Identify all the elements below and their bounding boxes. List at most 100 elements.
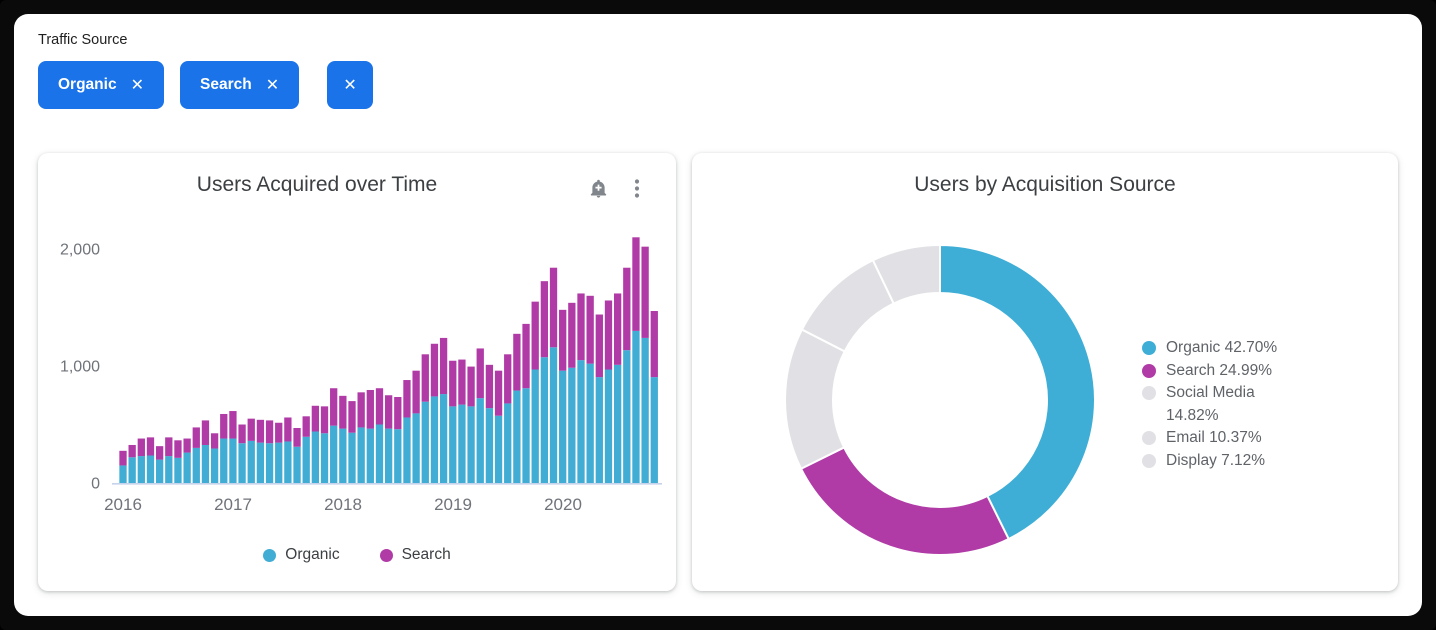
bar-organic-segment: [357, 427, 365, 484]
bar-search-segment: [229, 411, 237, 439]
bar-search-segment: [238, 424, 246, 444]
bar-organic-segment: [632, 330, 640, 483]
bar-search-segment: [586, 295, 594, 364]
donut-slice-search: [799, 446, 1010, 557]
bar-organic-segment: [467, 406, 475, 484]
donut-slice-display: [871, 243, 941, 305]
bar-search-segment: [559, 309, 567, 371]
bar-search-segment: [192, 427, 200, 448]
bar-search-segment: [394, 397, 402, 430]
bar-search-segment: [183, 438, 191, 453]
legend-item: Search 24.99%: [1142, 360, 1291, 383]
bar-search-segment: [504, 354, 512, 404]
remove-chip-icon[interactable]: ✕: [265, 77, 280, 94]
more-options-kebab-icon[interactable]: [626, 177, 648, 199]
bar-organic-segment: [320, 433, 329, 483]
bar-organic-segment: [128, 457, 136, 483]
bar-organic-segment: [549, 347, 558, 483]
bar-search-segment: [467, 366, 475, 407]
bar-search-segment: [348, 401, 356, 433]
remove-chip-icon[interactable]: ✕: [130, 77, 144, 94]
bar-organic-segment: [155, 459, 164, 483]
donut-chart-legend: Organic 42.70% Search 24.99% Social Media …: [1142, 337, 1291, 472]
bar-search-segment: [449, 360, 457, 407]
legend-dot: [1142, 363, 1156, 378]
bar-organic-segment: [522, 388, 530, 483]
bar-organic-segment: [577, 360, 585, 483]
bar-organic-segment: [394, 429, 402, 483]
bar-organic-segment: [220, 438, 228, 483]
bar-chart-legend: Organic Search: [38, 546, 676, 564]
legend-dot: [379, 548, 393, 562]
bar-organic-segment: [119, 465, 127, 483]
legend-item: Social Media 14.82%: [1142, 382, 1291, 427]
bar-organic-segment: [568, 367, 576, 483]
bar-search-segment: [412, 370, 420, 414]
x-axis-tick: 2019: [434, 495, 472, 514]
bar-search-segment: [403, 380, 411, 418]
add-alert-bell-icon[interactable]: [587, 177, 609, 199]
bar-search-segment: [623, 267, 631, 351]
bar-search-segment: [641, 246, 649, 338]
bar-search-segment: [275, 422, 283, 443]
bar-organic-segment: [476, 398, 484, 484]
legend-dot: [1142, 431, 1156, 445]
x-axis-tick: 2017: [214, 495, 252, 514]
bar-organic-segment: [412, 413, 420, 483]
bar-search-segment: [595, 314, 603, 378]
bar-search-segment: [174, 440, 182, 458]
bar-organic-segment: [513, 390, 521, 483]
bar-search-segment: [210, 433, 219, 449]
bar-search-segment: [128, 444, 136, 458]
bar-search-segment: [137, 438, 145, 457]
bar-organic-segment: [494, 415, 503, 484]
bar-organic-segment: [595, 377, 603, 484]
bar-search-segment: [302, 416, 310, 437]
bar-search-segment: [119, 450, 127, 466]
filter-chip-organic[interactable]: Organic ✕: [38, 61, 164, 109]
bar-organic-segment: [192, 447, 200, 483]
bar-organic-segment: [302, 436, 310, 483]
donut-slice-organic: [939, 243, 1097, 541]
bar-search-segment: [265, 420, 274, 444]
donut-chart-card: Users by Acquisition Source Organic 42.7…: [692, 153, 1398, 591]
bar-organic-segment: [183, 452, 191, 483]
clear-filter-chip[interactable]: ✕: [327, 61, 374, 109]
legend-dot: [263, 548, 277, 562]
legend-dot: [1142, 341, 1156, 355]
bar-organic-segment: [247, 440, 255, 483]
filter-chip-row: Organic ✕ Search ✕ ✕: [38, 61, 389, 109]
legend-item: Organic 42.70%: [1142, 337, 1291, 360]
bar-search-segment: [366, 389, 374, 429]
bar-search-segment: [531, 301, 539, 370]
filter-label: Traffic Source: [38, 32, 128, 48]
bar-search-segment: [293, 428, 301, 447]
legend-label: Search: [401, 546, 451, 563]
bar-organic-segment: [330, 425, 338, 483]
filter-chip-search[interactable]: Search ✕: [179, 61, 300, 109]
bar-search-segment: [439, 337, 448, 395]
bar-search-segment: [201, 420, 210, 445]
bar-organic-segment: [458, 404, 466, 483]
bar-organic-segment: [284, 441, 292, 483]
legend-item: Search: [379, 546, 451, 564]
clear-filter-icon: ✕: [343, 77, 357, 94]
bar-organic-segment: [485, 408, 494, 483]
legend-label: Search 24.99%: [1166, 361, 1272, 379]
bar-search-segment: [632, 237, 640, 331]
bar-organic-segment: [586, 363, 594, 483]
x-axis-tick: 2020: [544, 495, 582, 514]
bar-search-segment: [311, 405, 320, 432]
bar-organic-segment: [311, 431, 320, 483]
legend-label: Social Media 14.82%: [1166, 384, 1255, 424]
bar-search-segment: [421, 354, 429, 402]
bar-search-segment: [485, 364, 494, 409]
bar-search-segment: [613, 293, 622, 365]
bar-search-segment: [494, 370, 503, 416]
bar-organic-segment: [137, 456, 145, 483]
bar-organic-segment: [265, 443, 274, 483]
bar-organic-segment: [531, 369, 539, 483]
bar-search-segment: [247, 418, 255, 441]
donut-slice-social-media: [784, 328, 847, 471]
bar-search-segment: [568, 302, 576, 368]
